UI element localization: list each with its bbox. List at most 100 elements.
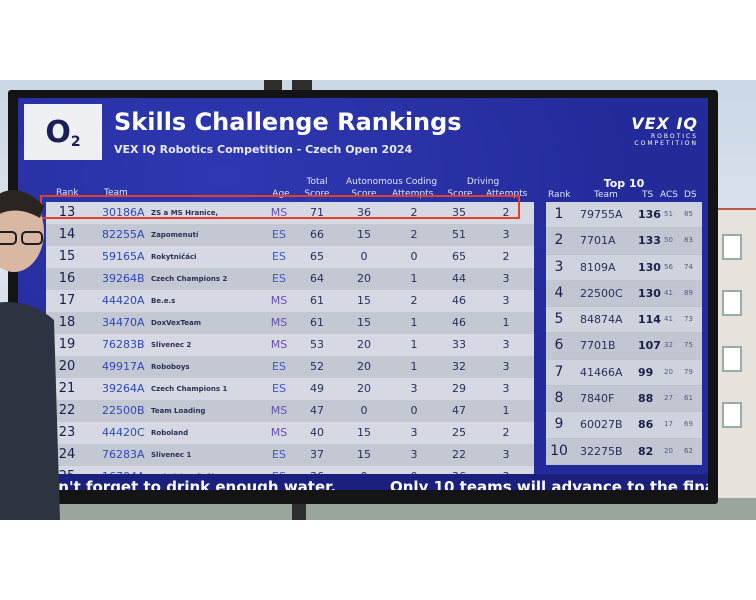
top10-row: 5 84874A 114 41 73	[546, 307, 702, 334]
ticker-message: Only 10 teams will advance to the fina	[390, 478, 708, 490]
top10-acs: 27	[664, 394, 673, 403]
total-score-cell: 37	[310, 448, 324, 461]
team-name: Slivenec 2	[151, 341, 192, 349]
auto-attempts-cell: 1	[410, 338, 418, 351]
top10-ds: 89	[684, 288, 693, 297]
team-name: Czech Champions 1	[151, 385, 228, 393]
driving-attempts-cell: 2	[502, 426, 510, 439]
auto-attempts-cell: 1	[410, 272, 418, 285]
team-number: 39264B	[102, 272, 145, 285]
age-cell: MS	[270, 206, 288, 219]
top10-ts: 114	[638, 313, 661, 327]
top10-ds: 74	[684, 262, 693, 271]
top10-ts: 107	[638, 339, 661, 353]
top10-team: 32275B	[580, 444, 623, 458]
top10-team: 60027B	[580, 418, 623, 432]
rank-cell: 21	[58, 381, 76, 396]
vex-iq-logo: VEX IQ ROBOTICS COMPETITION	[631, 114, 698, 147]
rank-cell: 15	[58, 249, 76, 264]
top10-rank: 2	[554, 232, 564, 249]
top10-team: 79755A	[580, 208, 623, 221]
top10-row: 8 7840F 88 27 61	[546, 386, 702, 413]
top10-acs: 20	[664, 446, 673, 455]
age-cell: ES	[272, 360, 286, 373]
auto-attempts-cell: 0	[410, 250, 418, 263]
rank-cell: 22	[58, 403, 76, 418]
driving-score-cell: 35	[452, 206, 466, 219]
pole	[292, 500, 306, 520]
total-score-cell: 53	[310, 338, 324, 351]
auto-attempts-cell: 3	[410, 382, 418, 395]
top10-team: 7840F	[580, 392, 615, 406]
table-row: 18 34470A DoxVexTeam MS 61 15 1 46 1	[46, 312, 534, 334]
total-score-cell: 64	[310, 272, 324, 285]
top10-header-rank: Rank	[548, 190, 571, 200]
age-cell: ES	[272, 228, 286, 241]
auto-score-cell: 15	[357, 228, 371, 241]
auto-attempts-cell: 3	[410, 448, 418, 461]
table-row: 17 44420A Be.e.s MS 61 15 2 46 3	[46, 290, 534, 312]
driving-attempts-cell: 3	[502, 272, 510, 285]
driving-attempts-cell: 3	[502, 228, 510, 241]
top10-ts: 136	[638, 208, 661, 221]
rankings-table: 13 30186A ZS a MS Hranice, MS 71 36 2 35 2 14 8225…	[46, 202, 534, 488]
table-row: 22 22500B Team Loading MS 47 0 0 47 1	[46, 400, 534, 422]
total-score-cell: 66	[310, 228, 324, 241]
team-number: 44420A	[102, 294, 145, 307]
top10-ds: 83	[684, 236, 693, 245]
total-score-cell: 52	[310, 360, 324, 373]
team-name: Czech Champions 2	[151, 275, 228, 283]
top10-ts: 88	[638, 392, 654, 406]
rank-cell: 17	[58, 293, 76, 308]
team-number: 44420C	[102, 426, 145, 439]
team-number: 34470A	[102, 316, 145, 329]
driving-attempts-cell: 1	[502, 404, 510, 417]
age-cell: ES	[272, 382, 286, 395]
auto-attempts-cell: 1	[410, 316, 418, 329]
driving-score-cell: 47	[452, 404, 466, 417]
driving-attempts-cell: 3	[502, 448, 510, 461]
header-auto-attempts: Attempts	[392, 189, 434, 199]
age-cell: ES	[272, 250, 286, 263]
auto-score-cell: 20	[357, 360, 371, 373]
age-cell: MS	[270, 426, 288, 439]
top10-ts: 99	[638, 365, 654, 379]
top10-ts: 86	[638, 418, 654, 432]
driving-attempts-cell: 2	[502, 206, 510, 219]
total-score-cell: 40	[310, 426, 324, 439]
driving-attempts-cell: 1	[502, 316, 510, 329]
team-name: Roboboys	[151, 363, 190, 371]
driving-attempts-cell: 3	[502, 338, 510, 351]
top10-ds: 79	[684, 367, 693, 376]
top10-acs: 50	[664, 236, 673, 245]
age-cell: ES	[272, 272, 286, 285]
building-window	[722, 402, 742, 428]
auto-score-cell: 15	[357, 448, 371, 461]
page-subtitle: VEX IQ Robotics Competition - Czech Open…	[114, 143, 413, 156]
building-window	[722, 346, 742, 372]
top10-rank: 3	[554, 258, 564, 275]
rank-cell: 13	[58, 205, 76, 220]
team-name: Rokytničáci	[151, 253, 197, 261]
header-auto-score: Score	[351, 189, 377, 199]
top10-ts: 130	[638, 260, 661, 274]
top10-acs: 17	[664, 420, 673, 429]
top10-title: Top 10	[603, 177, 645, 190]
table-row: 24 76283A Slivenec 1 ES 37 15 3 22 3	[46, 444, 534, 466]
top10-team: 41466A	[580, 365, 623, 379]
top10-row: 3 8109A 130 56 74	[546, 254, 702, 281]
table-row: 13 30186A ZS a MS Hranice, MS 71 36 2 35 2	[46, 202, 534, 224]
rank-cell: 14	[58, 227, 76, 242]
total-score-cell: 49	[310, 382, 324, 395]
top10-ts: 133	[638, 234, 661, 248]
top10-rank: 5	[554, 311, 564, 328]
top10-ts: 130	[638, 286, 661, 300]
age-cell: MS	[270, 404, 288, 417]
table-row: 23 44420C Roboland MS 40 15 3 25 2	[46, 422, 534, 444]
pole	[292, 80, 312, 92]
total-score-cell: 61	[310, 294, 324, 307]
top10-rank: 10	[550, 442, 568, 459]
driving-attempts-cell: 3	[502, 294, 510, 307]
table-row: 16 39264B Czech Champions 2 ES 64 20 1 44 3	[46, 268, 534, 290]
